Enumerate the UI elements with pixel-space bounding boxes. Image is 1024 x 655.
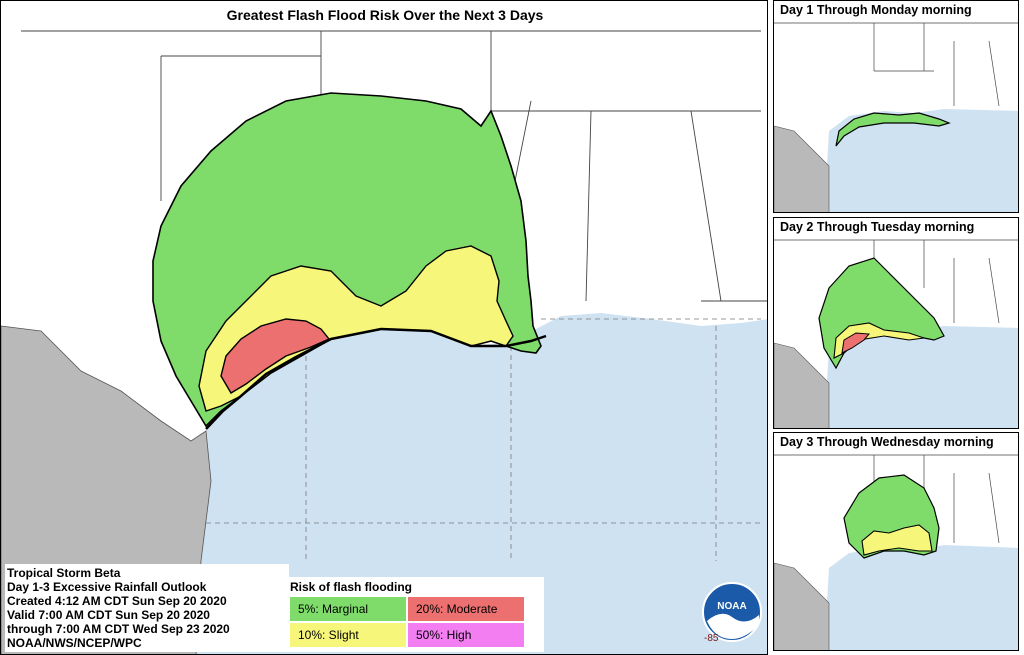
day3-slight: [861, 524, 933, 556]
day2-moderate: [841, 332, 871, 354]
gulf-of-mexico: [196, 313, 767, 654]
legend-high: 50%: High: [408, 623, 524, 647]
day2-title: Day 2 Through Tuesday morning: [780, 220, 975, 234]
risk-area-moderate: [220, 318, 331, 394]
day2-map: [774, 218, 1018, 428]
info-line: Created 4:12 AM CDT Sun Sep 20 2020: [7, 594, 227, 608]
day1-panel: Day 1 Through Monday morning: [773, 0, 1019, 213]
day1-marginal: [835, 112, 951, 147]
info-line: Day 1-3 Excessive Rainfall Outlook: [7, 580, 207, 594]
day3-map: [774, 433, 1018, 650]
risk-legend: Risk of flash flooding 5%: Marginal 20%:…: [286, 577, 544, 652]
outlook-info: Tropical Storm Beta Day 1-3 Excessive Ra…: [5, 564, 289, 652]
noaa-logo-text: NOAA: [717, 601, 746, 612]
day1-title: Day 1 Through Monday morning: [780, 3, 972, 17]
main-map: [1, 1, 767, 654]
legend-marginal: 5%: Marginal: [290, 597, 406, 621]
map-title: Greatest Flash Flood Risk Over the Next …: [226, 7, 544, 23]
noaa-logo: NOAA: [702, 582, 762, 642]
day1-map: [774, 1, 1018, 212]
main-map-panel: Greatest Flash Flood Risk Over the Next …: [0, 0, 768, 655]
day3-panel: Day 3 Through Wednesday morning: [773, 432, 1019, 651]
info-line: Tropical Storm Beta: [7, 566, 121, 580]
legend-slight: 10%: Slight: [290, 623, 406, 647]
gulf-coastline: [205, 327, 547, 430]
info-line: through 7:00 AM CDT Wed Sep 23 2020: [7, 622, 230, 636]
day3-title: Day 3 Through Wednesday morning: [780, 435, 994, 449]
info-line: Valid 7:00 AM CDT Sun Sep 20 2020: [7, 608, 210, 622]
legend-title: Risk of flash flooding: [290, 580, 412, 594]
lat-lon-grid: [206, 318, 761, 561]
info-line: NOAA/NWS/NCEP/WPC: [7, 636, 142, 650]
longitude-label: -85: [704, 633, 719, 644]
legend-moderate: 20%: Moderate: [408, 597, 524, 621]
day2-panel: Day 2 Through Tuesday morning: [773, 217, 1019, 429]
